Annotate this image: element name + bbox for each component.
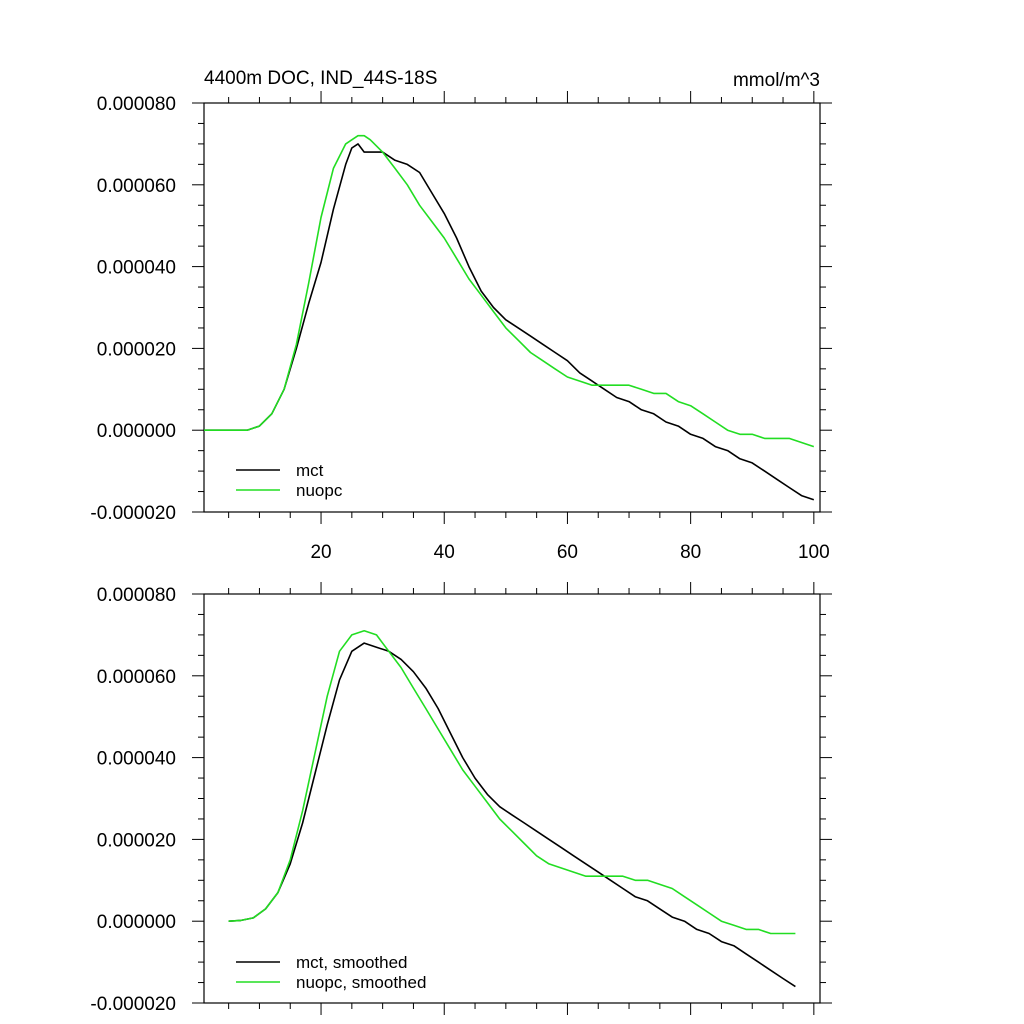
top-axes: 20 40 60 80 100 -0.000020 0.000000 0.000020 0.00…: [90, 91, 832, 563]
legend-label-nuopc: nuopc: [296, 481, 343, 500]
legend-label-mct: mct: [296, 461, 324, 480]
x-tick-label: 60: [557, 542, 578, 563]
y-tick-label: 0.000040: [97, 258, 176, 279]
top-plot-panel: 4400m DOC, IND_44S-18S mmol/m^3 20 40 60 80…: [90, 68, 832, 563]
bottom-series-lines: [228, 629, 796, 988]
y-tick-label: 0.000000: [97, 421, 176, 442]
x-tick-label: 80: [680, 542, 701, 563]
bottom-legend: mct, smoothed nuopc, smoothed: [236, 953, 426, 992]
series-line-nuopc: [204, 134, 815, 448]
x-tick-label: 100: [798, 542, 830, 563]
series-line-mct-smoothed: [228, 642, 796, 988]
bottom-axes: -0.000020 0.000000 0.000020 0.000040 0.00006…: [90, 582, 832, 1015]
y-tick-label: 0.000020: [97, 339, 176, 360]
y-tick-label: 0.000080: [97, 94, 176, 115]
x-tick-label: 40: [434, 542, 455, 563]
y-tick-label: -0.000020: [90, 503, 176, 524]
y-tick-label: -0.000020: [90, 994, 176, 1015]
units-label: mmol/m^3: [733, 70, 820, 91]
series-line-mct: [204, 143, 815, 501]
bottom-plot-panel: -0.000020 0.000000 0.000020 0.000040 0.00006…: [90, 582, 832, 1015]
y-tick-label: 0.000020: [97, 830, 176, 851]
y-tick-label: 0.000080: [97, 585, 176, 606]
top-series-lines: [204, 134, 815, 501]
legend-label-mct-smoothed: mct, smoothed: [296, 953, 408, 972]
y-tick-label: 0.000000: [97, 912, 176, 933]
y-tick-label: 0.000060: [97, 667, 176, 688]
y-tick-label: 0.000060: [97, 176, 176, 197]
x-tick-label: 20: [310, 542, 331, 563]
y-tick-label: 0.000040: [97, 749, 176, 770]
chart-title: 4400m DOC, IND_44S-18S: [204, 68, 437, 89]
legend-label-nuopc-smoothed: nuopc, smoothed: [296, 973, 426, 992]
top-legend: mct nuopc: [236, 461, 343, 500]
series-line-nuopc-smoothed: [228, 629, 796, 935]
